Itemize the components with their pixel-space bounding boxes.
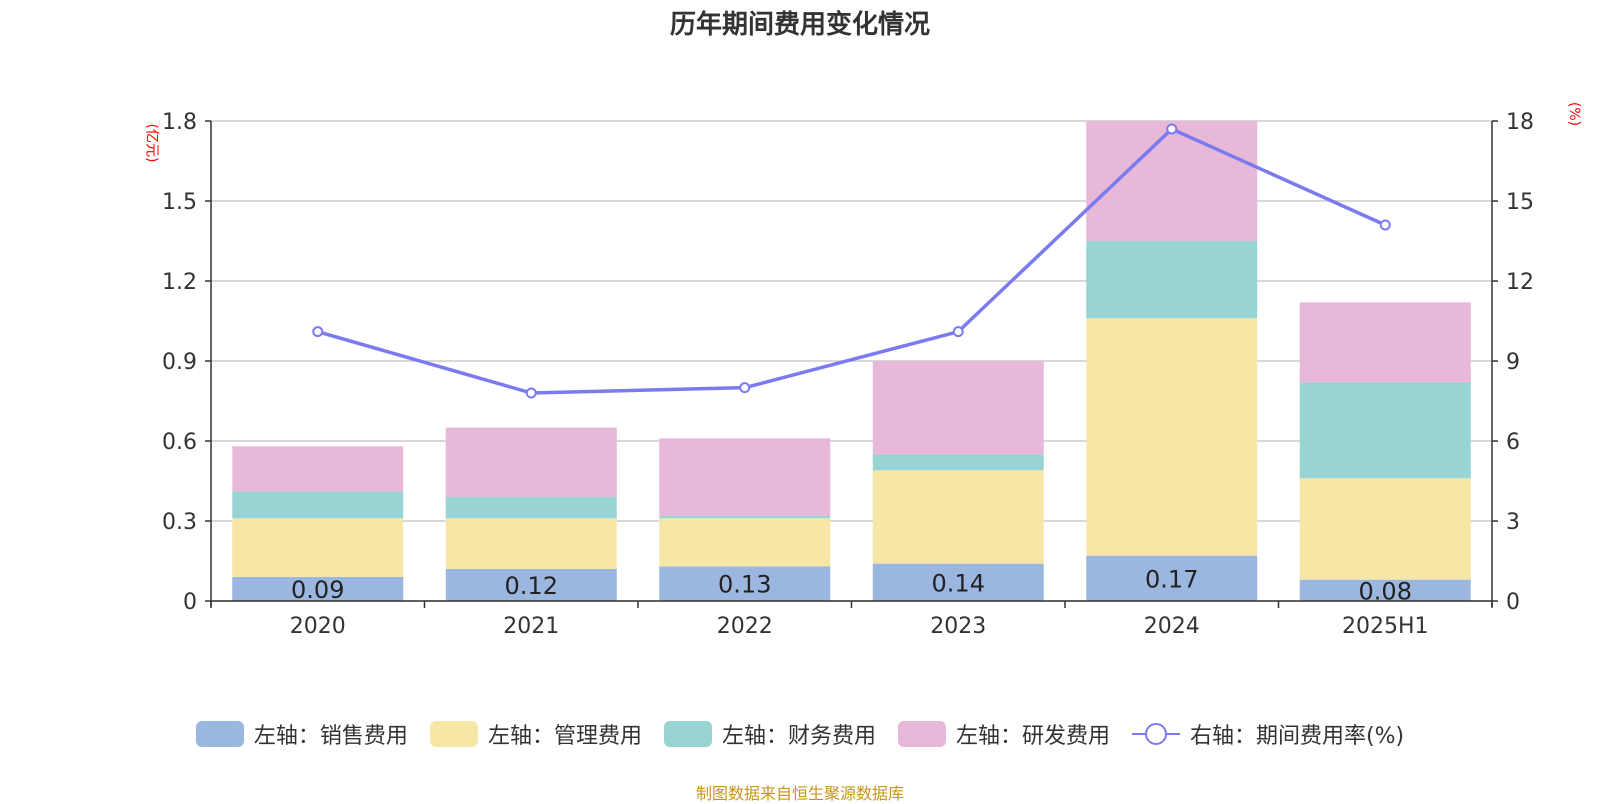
rate-point	[1379, 219, 1391, 231]
legend-label: 左轴：研发费用	[955, 724, 1110, 749]
right-axis-tick-label: 6	[1506, 430, 1520, 455]
bar-segment	[1299, 382, 1471, 479]
bar-segment	[445, 427, 617, 497]
rate-point	[525, 387, 537, 399]
bar-data-label: 0.13	[718, 571, 771, 599]
bar-segment	[1299, 478, 1471, 580]
bar-segment	[232, 446, 404, 492]
legend-item[interactable]: 左轴：管理费用	[429, 718, 642, 750]
rate-point	[1166, 123, 1178, 135]
rate-point	[952, 326, 964, 338]
bar-segment	[1299, 302, 1471, 383]
legend-swatch	[663, 721, 712, 747]
bar-segment	[1086, 318, 1258, 556]
bar-data-label: 0.09	[291, 576, 344, 604]
bar-segment	[445, 518, 617, 569]
right-axis-tick-label: 9	[1506, 350, 1520, 375]
bar-segment	[659, 518, 831, 567]
bar-segment	[659, 438, 831, 516]
rate-point	[312, 326, 324, 338]
x-axis-tick-label: 2020	[290, 614, 346, 639]
legend-swatch	[195, 721, 244, 747]
legend-label: 左轴：财务费用	[721, 724, 876, 749]
legend-item[interactable]: 右轴：期间费用率(%)	[1131, 718, 1405, 750]
chart-plot: 0 0.3 0.6 0.9 1.2 1.5 1.8 0 3 6 9 12 15 18 0.09 0.12 0.1…	[162, 110, 1534, 639]
rate-line	[317, 127, 1386, 395]
bar-segment	[872, 470, 1044, 564]
x-axis-tick-label: 2021	[503, 614, 559, 639]
legend-item[interactable]: 左轴：研发费用	[897, 718, 1110, 750]
left-axis-tick-label: 0.9	[162, 350, 197, 375]
left-axis-tick-label: 1.5	[162, 190, 197, 215]
legend-label: 左轴：销售费用	[253, 724, 408, 749]
legend-swatch	[897, 721, 946, 747]
legend-swatch	[429, 721, 478, 747]
source-note: 制图数据来自恒生聚源数据库	[695, 784, 904, 803]
legend-item[interactable]: 左轴：财务费用	[663, 718, 876, 750]
x-axis-tick-label: 2023	[930, 614, 986, 639]
bar-segment	[659, 566, 831, 601]
bar-segment	[659, 515, 831, 519]
chart-title: 历年期间费用变化情况	[669, 10, 930, 40]
bar-segment	[232, 491, 404, 519]
right-axis-tick-label: 3	[1506, 510, 1520, 535]
right-axis-tick-label: 0	[1506, 590, 1520, 615]
bar-segment	[1299, 579, 1471, 601]
left-axis-tick-label: 1.2	[162, 270, 197, 295]
bar-segment	[872, 454, 1044, 471]
bar-segment	[445, 497, 617, 519]
chart-legend: 左轴：销售费用 左轴：管理费用 左轴：财务费用 左轴：研发费用 右轴：期间费用率(%)	[0, 718, 1600, 750]
bar-data-label: 0.17	[1145, 565, 1198, 593]
bar-segment	[1086, 241, 1258, 319]
legend-line-marker	[1131, 721, 1180, 747]
left-axis-tick-label: 0.6	[162, 430, 197, 455]
legend-label: 右轴：期间费用率(%)	[1189, 724, 1405, 749]
left-axis-tick-label: 0.3	[162, 510, 197, 535]
x-axis-tick-label: 2025H1	[1342, 614, 1429, 639]
x-axis-tick-label: 2022	[717, 614, 773, 639]
bar-segment	[872, 563, 1044, 601]
x-axis-tick-label: 2024	[1144, 614, 1200, 639]
bar-data-label: 0.14	[932, 569, 985, 597]
bar-segment	[1086, 555, 1258, 601]
bar-segment	[1086, 121, 1258, 241]
bar-segment	[232, 577, 404, 601]
rate-point	[739, 382, 751, 394]
right-axis-tick-label: 12	[1506, 270, 1534, 295]
right-axis-tick-label: 18	[1506, 110, 1534, 135]
left-axis-tick-label: 1.8	[162, 110, 197, 135]
bar-data-label: 0.12	[505, 572, 558, 600]
legend-item[interactable]: 左轴：销售费用	[195, 718, 408, 750]
bar-segment	[232, 518, 404, 577]
left-axis-tick-label: 0	[183, 590, 197, 615]
legend-label: 左轴：管理费用	[487, 724, 642, 749]
right-axis-tick-label: 15	[1506, 190, 1534, 215]
bar-segment	[445, 569, 617, 601]
bar-segment	[872, 361, 1044, 455]
